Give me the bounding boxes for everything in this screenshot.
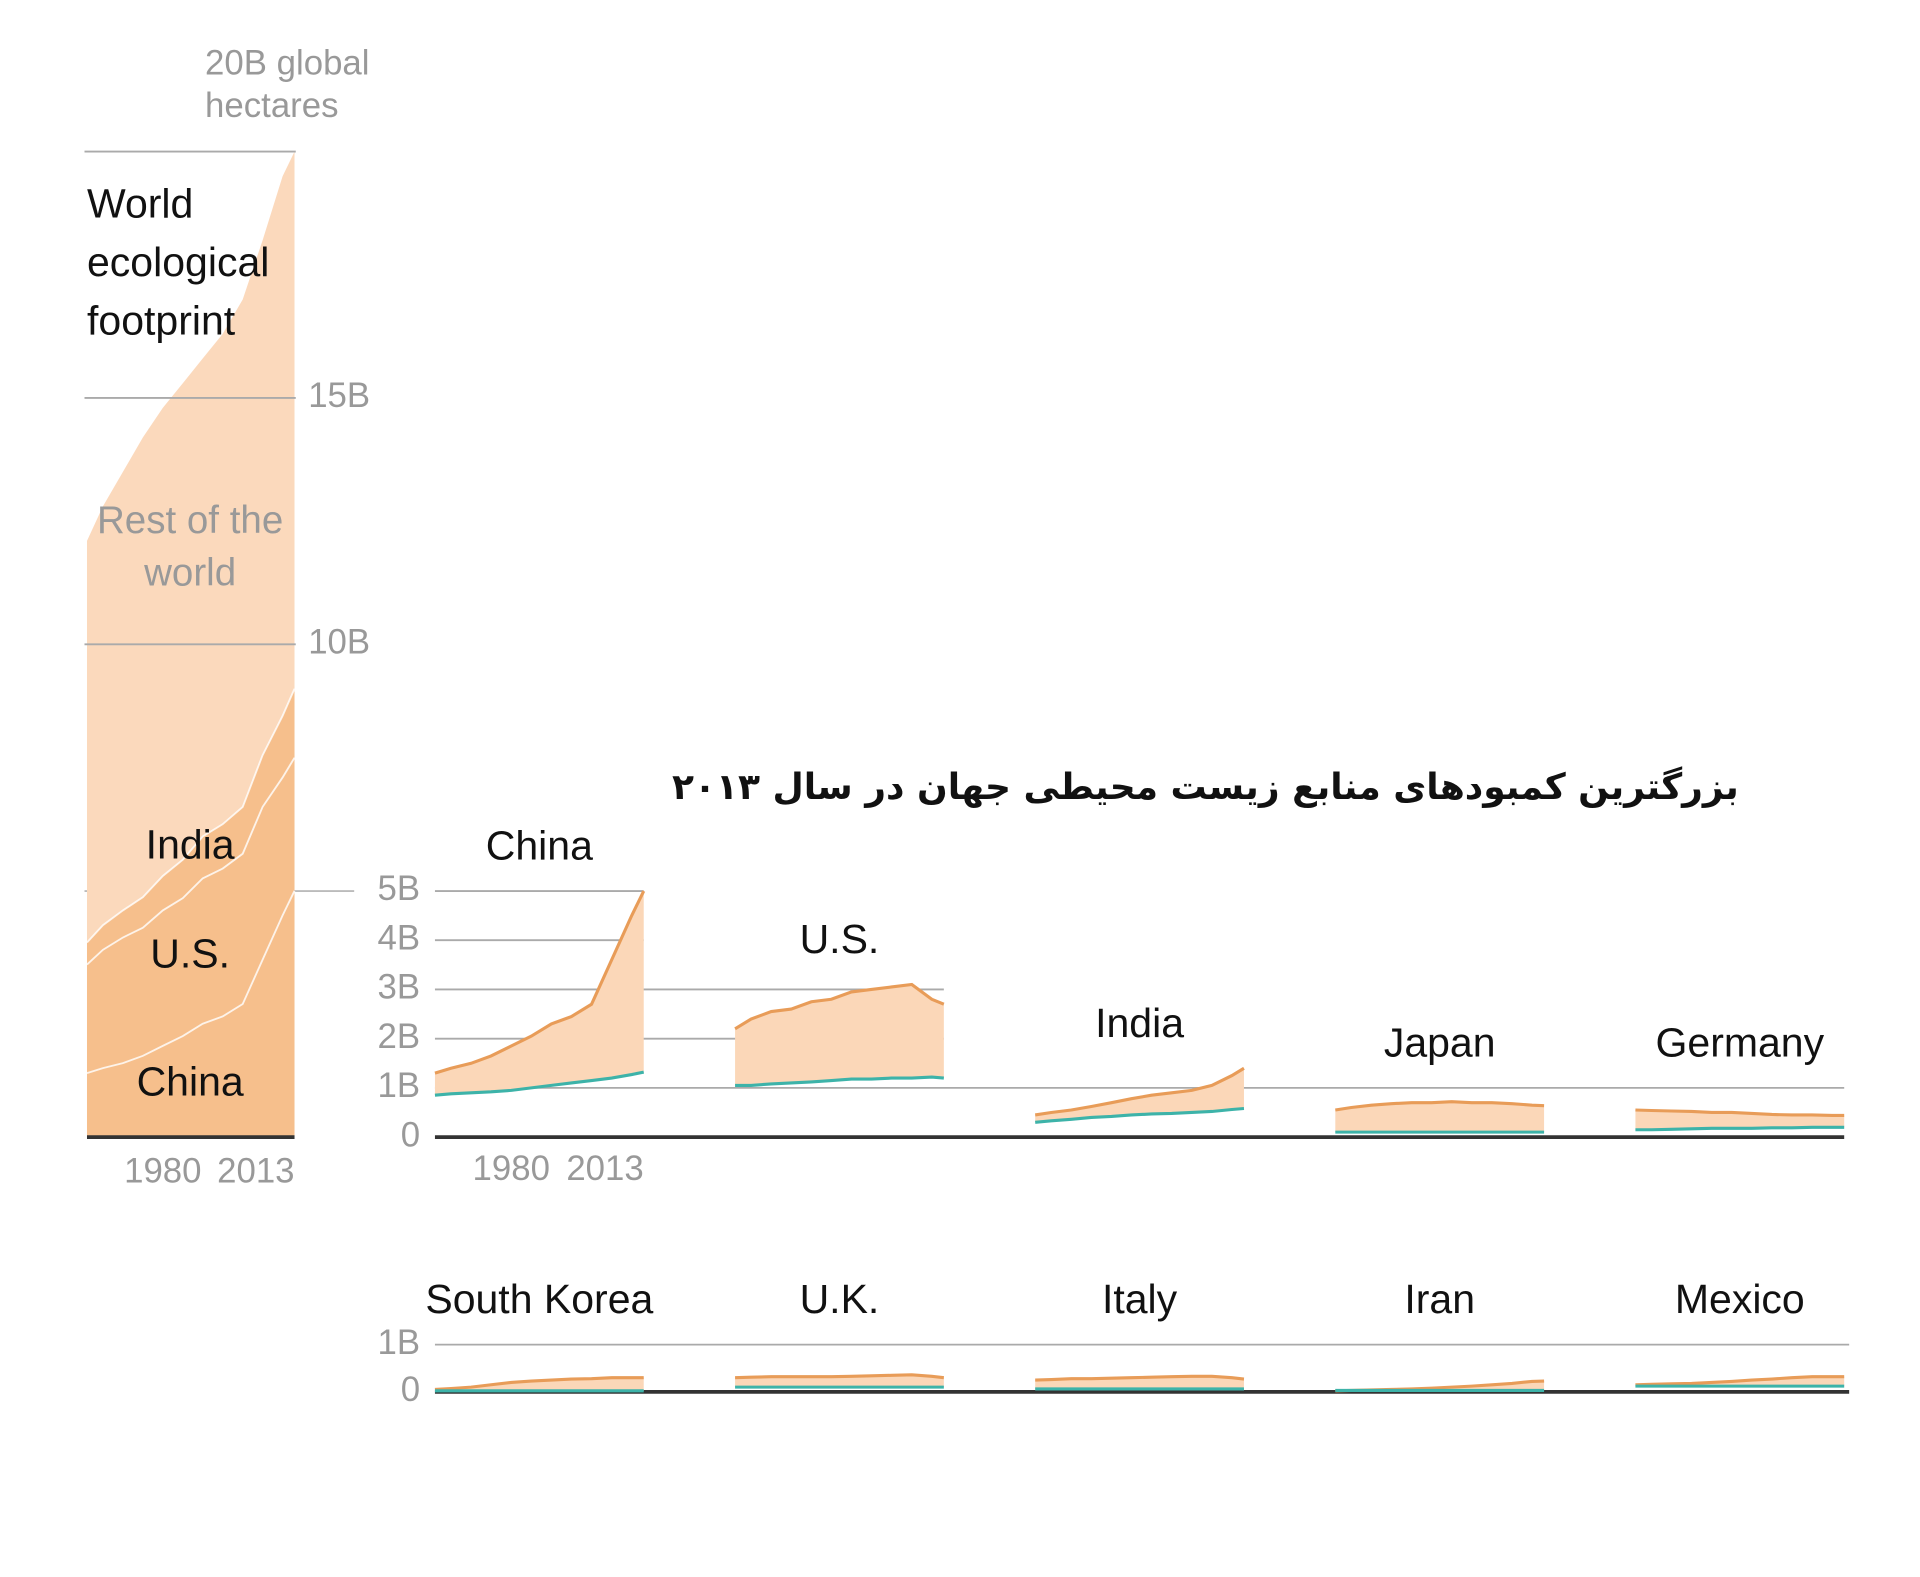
series-label: Rest of the world <box>96 498 284 594</box>
deficit-band <box>434 1377 644 1391</box>
series-line <box>1035 1374 1245 1382</box>
panel-label: U.K. <box>800 1276 880 1322</box>
area-band <box>86 757 295 1074</box>
deficit-band <box>1335 1101 1545 1133</box>
series-line <box>1035 1106 1245 1124</box>
panel-label: U.S. <box>800 916 880 962</box>
band-edge <box>86 890 296 1074</box>
world-title: World ecological footprint <box>86 180 270 344</box>
y-tick-label: 3B <box>377 969 420 1007</box>
y-tick-label: 4B <box>377 919 420 957</box>
series-label: China <box>137 1059 244 1105</box>
x-tick-label: 1980 <box>124 1152 201 1190</box>
series-line <box>434 1070 645 1097</box>
x-tick-label: 2013 <box>217 1152 294 1190</box>
area-band <box>86 688 295 965</box>
y-tick-label: 15B <box>308 377 370 415</box>
series-line <box>1635 1108 1845 1118</box>
series-label: U.S. <box>150 931 230 977</box>
x-tick-label: 1980 <box>473 1150 550 1188</box>
series-line <box>734 982 945 1031</box>
series-line <box>434 1376 644 1392</box>
panel-label: China <box>486 823 593 869</box>
panel-label: Japan <box>1384 1019 1496 1065</box>
series-line <box>735 1373 945 1380</box>
area-band <box>86 151 295 943</box>
series-line <box>1335 1100 1545 1112</box>
panel-label: India <box>1095 1000 1184 1046</box>
y-tick-label: 0 <box>401 1371 420 1409</box>
series-line <box>1635 1375 1845 1387</box>
band-edge <box>86 757 296 966</box>
area-band <box>86 890 295 1138</box>
panel-label: Italy <box>1102 1276 1178 1322</box>
band-edge <box>86 688 296 944</box>
y-tick-label: 5B <box>377 870 420 908</box>
y-tick-label: 1B <box>377 1067 420 1105</box>
y-tick-label: 0 <box>401 1116 420 1154</box>
panel-label: Iran <box>1404 1276 1475 1322</box>
y-tick-label: 2B <box>377 1018 420 1056</box>
deficit-band <box>1635 1109 1845 1130</box>
deficit-band <box>434 891 644 1096</box>
deficit-band <box>735 984 944 1086</box>
series-line <box>434 890 646 1075</box>
deficit-band <box>1335 1381 1545 1391</box>
x-tick-label: 2013 <box>566 1150 643 1188</box>
y-tick-label: 1B <box>377 1324 420 1362</box>
panel-label: South Korea <box>425 1276 653 1322</box>
panel-label: Mexico <box>1675 1276 1805 1322</box>
series-line <box>735 1075 944 1087</box>
series-label: India <box>146 821 235 867</box>
y-tick-label: 20B global hectares <box>205 43 370 124</box>
y-tick-label: 10B <box>308 624 370 662</box>
chart-title: بزرگترین کمبودهای منابع زیست محیطی جهان … <box>672 766 1739 808</box>
panel-label: Germany <box>1656 1019 1825 1065</box>
series-line <box>1034 1066 1245 1117</box>
series-line <box>1635 1125 1845 1132</box>
